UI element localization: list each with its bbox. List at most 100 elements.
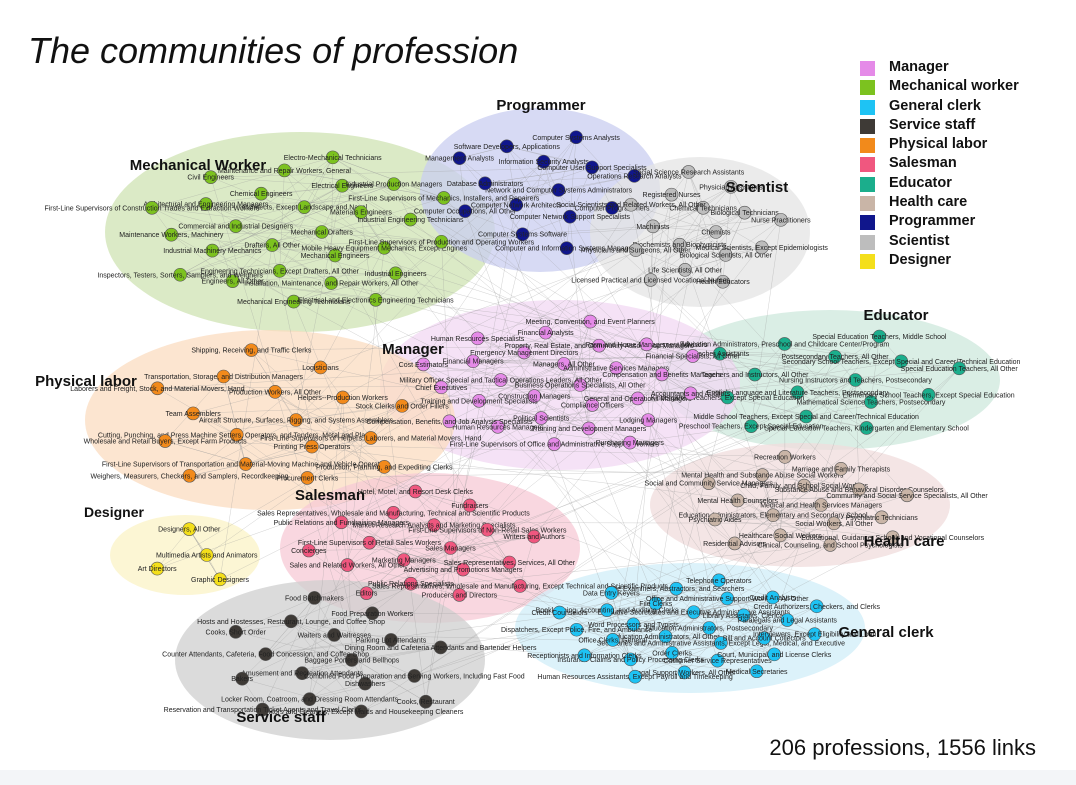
profession-node (780, 613, 795, 627)
network-edge (193, 413, 237, 436)
network-edge (360, 211, 385, 248)
network-edge (449, 421, 630, 443)
region-physical (85, 330, 455, 510)
profession-node (900, 488, 914, 503)
network-edge (637, 398, 765, 639)
profession-node (713, 346, 727, 361)
network-edge (157, 363, 564, 389)
network-edge (715, 517, 882, 520)
network-edge (189, 367, 321, 476)
profession-node (736, 608, 751, 623)
network-edge (245, 446, 312, 465)
network-edge (797, 392, 872, 403)
profession-node (434, 234, 449, 249)
network-edge (679, 219, 781, 245)
profession-node (404, 576, 418, 591)
network-edge (351, 597, 773, 661)
network-edge (676, 580, 719, 589)
network-edge (671, 194, 762, 248)
network-edge (342, 185, 442, 242)
profession-node (235, 671, 249, 686)
profession-node (952, 361, 966, 376)
profession-label: Social and Community Service Managers (645, 481, 774, 488)
profession-label: Mechanical Drafters (291, 230, 354, 237)
legend-swatch (860, 157, 875, 173)
profession-node (327, 628, 342, 642)
legend-swatch (860, 176, 875, 192)
region-service (175, 580, 485, 740)
network-edge (205, 203, 322, 233)
profession-label: Database Administrators (447, 181, 524, 188)
profession-node (509, 198, 524, 212)
legend-swatch (860, 138, 875, 154)
profession-label: Writers and Authors (503, 534, 565, 541)
profession-label: Marketing Managers (372, 557, 436, 564)
network-edge (534, 395, 817, 607)
profession-label: Receptionists and Information Clerks (527, 653, 642, 660)
profession-label: Industrial Engineers (365, 271, 427, 278)
network-edge (722, 186, 732, 282)
network-edge (341, 522, 348, 566)
profession-label: Installation, Maintenance, and Repair Wo… (244, 281, 419, 288)
network-edge (425, 204, 517, 702)
profession-label: Chemical Engineers (230, 191, 293, 198)
network-edge (734, 468, 842, 544)
profession-node (363, 431, 378, 445)
profession-label: Graphic Designers (191, 577, 249, 584)
network-edge (390, 639, 757, 672)
network-edge (737, 495, 908, 501)
network-edge (157, 352, 525, 569)
profession-label: Recreation Workers (754, 454, 816, 461)
network-edge (590, 321, 781, 536)
profession-node (334, 515, 349, 530)
network-edge (459, 157, 523, 235)
network-edge (449, 404, 593, 422)
network-edge (719, 353, 856, 381)
network-edge (569, 216, 788, 621)
profession-label: Fundraisers (451, 503, 488, 510)
legend: Manager Mechanical worker General clerk Ser… (852, 58, 1052, 270)
network-edge (180, 185, 343, 275)
network-edge (478, 363, 565, 402)
profession-label: Life Scientists, All Other (648, 267, 723, 274)
profession-node (730, 493, 745, 508)
profession-label: Mobile Heavy Equipment Mechanics, Except… (301, 245, 467, 252)
profession-label: Compensation and Benefits Managers (602, 372, 722, 379)
network-edge (797, 392, 872, 403)
network-edge (361, 379, 856, 712)
profession-label: Office Clerks, General (578, 637, 647, 644)
profession-node (628, 243, 643, 257)
network-edge (588, 374, 663, 429)
network-edge (384, 466, 788, 621)
profession-node (885, 530, 900, 545)
network-edge (558, 137, 577, 191)
profession-node (388, 266, 403, 281)
profession-label: Cost Estimators (399, 362, 449, 369)
profession-label: Network and Computer Systems Administrat… (485, 188, 633, 195)
network-edge (212, 247, 385, 251)
network-edge (784, 343, 867, 429)
profession-node (365, 606, 380, 621)
profession-label: Education Administrators, Elementary and… (679, 513, 869, 520)
profession-label: Teacher Assistants (691, 351, 750, 358)
network-edge (309, 397, 344, 700)
profession-node (384, 633, 398, 647)
profession-node (754, 240, 769, 255)
network-nodes: Network and Computer Systems Administrat… (44, 130, 1021, 719)
network-edge (403, 536, 535, 561)
profession-node (173, 267, 187, 282)
network-edge (242, 634, 335, 679)
network-edge (235, 157, 333, 227)
profession-label: Computer and Information Systems Manager… (495, 246, 639, 253)
network-edge (693, 485, 805, 613)
network-edge (901, 361, 929, 395)
profession-label: English Language and Literature Teachers… (707, 390, 889, 397)
profession-label: Preschool Teachers, Except Special Educa… (679, 424, 824, 431)
network-edge (473, 355, 693, 362)
network-edge (477, 338, 835, 357)
profession-node (604, 586, 619, 600)
bottom-strip (0, 770, 1076, 785)
network-edge (284, 170, 305, 208)
profession-node (228, 624, 243, 639)
network-edge (612, 633, 815, 641)
